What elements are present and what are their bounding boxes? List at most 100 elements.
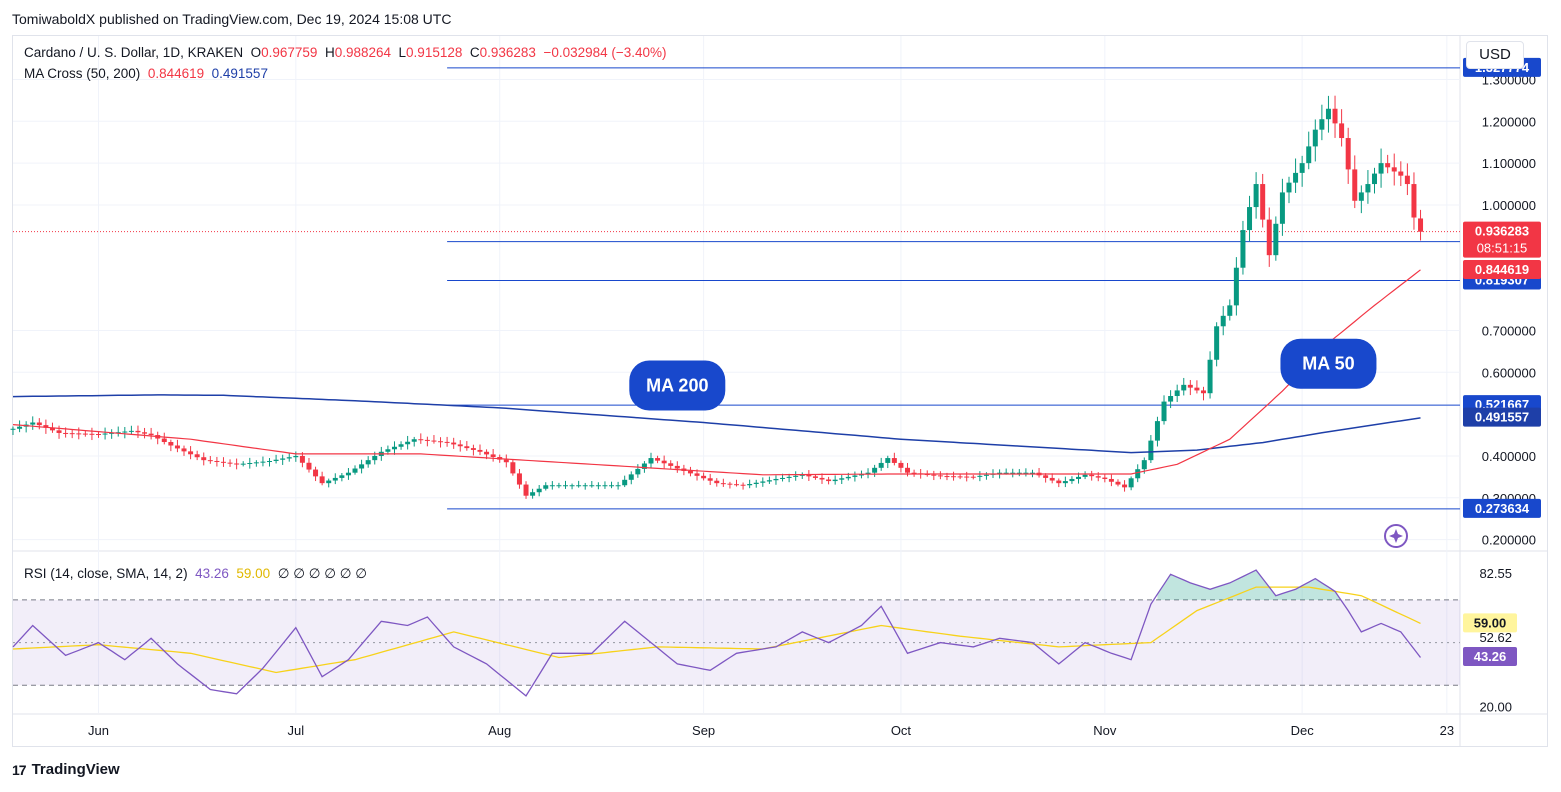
candle-body xyxy=(1148,440,1154,461)
candle-body xyxy=(747,483,753,486)
candle-body xyxy=(17,426,23,429)
candle-body xyxy=(819,477,825,480)
candle-body xyxy=(609,485,615,487)
candle-body xyxy=(306,462,312,470)
candle-body xyxy=(944,476,950,478)
candle-body xyxy=(595,485,601,487)
candle-body xyxy=(359,464,365,469)
candle-body xyxy=(102,433,108,435)
candle-body xyxy=(1023,472,1029,474)
candle-body xyxy=(1043,475,1049,478)
candle-body xyxy=(1365,184,1371,193)
candle-body xyxy=(1181,384,1187,391)
tradingview-logo[interactable]: 17 TradingView xyxy=(12,761,120,778)
candle-body xyxy=(516,473,522,485)
candle-body xyxy=(1306,146,1312,164)
candle-body xyxy=(1174,390,1180,397)
candle-body xyxy=(1352,169,1358,201)
candle-body xyxy=(589,485,595,487)
candle-body xyxy=(865,472,871,475)
candle-body xyxy=(905,467,911,473)
candle-body xyxy=(332,477,338,481)
candle-body xyxy=(793,475,799,477)
candle-body xyxy=(181,448,187,452)
candle-body xyxy=(872,467,878,473)
candle-body xyxy=(1062,481,1068,484)
candle-body xyxy=(267,460,273,462)
candle-body xyxy=(1128,478,1134,488)
candle-body xyxy=(352,468,358,473)
annotation-label: MA 200 xyxy=(646,375,708,395)
time-tick-label: Dec xyxy=(1291,723,1315,738)
annotation-bubble xyxy=(629,360,726,411)
candle-body xyxy=(1115,481,1121,485)
level-price-tag-bg xyxy=(1463,498,1541,518)
candle-body xyxy=(891,458,897,463)
candle-body xyxy=(148,433,154,436)
ma200-price-tag: 0.491557 xyxy=(1475,410,1529,425)
candle-body xyxy=(602,485,608,487)
candle-body xyxy=(674,465,680,469)
candle-body xyxy=(76,433,82,435)
candle-body xyxy=(668,463,674,466)
candle-body xyxy=(523,484,529,496)
candle-body xyxy=(1003,472,1009,474)
candle-body xyxy=(734,484,739,486)
candle-body xyxy=(411,439,417,442)
candle-body xyxy=(687,470,693,474)
candle-body xyxy=(503,459,509,463)
rsi-value-tag-bg xyxy=(1463,646,1517,666)
candle-body xyxy=(569,485,575,487)
time-tick-label: Nov xyxy=(1093,723,1117,738)
currency-button[interactable]: USD xyxy=(1466,41,1524,69)
candle-body xyxy=(142,432,148,434)
candle-body xyxy=(556,485,562,487)
candle-body xyxy=(188,451,194,455)
rsi-header[interactable]: RSI (14, close, SMA, 14, 2) 43.26 59.00 … xyxy=(24,566,367,582)
change-value: −0.032984 (−3.40%) xyxy=(543,45,667,60)
ma200-value: 0.491557 xyxy=(211,66,268,81)
time-tick-label: Aug xyxy=(488,723,511,738)
candle-body xyxy=(1391,167,1397,172)
candle-body xyxy=(845,476,851,479)
candle-body xyxy=(839,478,845,480)
candle-body xyxy=(773,478,779,481)
price-tick-label: 1.000000 xyxy=(1482,198,1536,213)
candle-body xyxy=(10,428,16,430)
candle-body xyxy=(1161,401,1167,422)
tradingview-brand: TradingView xyxy=(31,761,120,778)
candle-body xyxy=(530,492,536,496)
candle-body xyxy=(457,444,463,447)
candle-body xyxy=(760,481,766,483)
candle-body xyxy=(799,474,805,476)
candle-body xyxy=(997,472,1003,474)
ma50-value: 0.844619 xyxy=(147,66,205,81)
candle-body xyxy=(293,455,299,458)
symbol-title[interactable]: Cardano / U. S. Dollar, 1D, KRAKEN xyxy=(24,45,244,60)
rsi-empty-values: ∅ ∅ ∅ ∅ ∅ ∅ xyxy=(277,566,368,581)
candle-body xyxy=(812,476,818,478)
candle-body xyxy=(214,460,220,462)
price-tick-label: 0.400000 xyxy=(1482,449,1536,464)
candle-body xyxy=(1102,477,1108,479)
candle-body xyxy=(438,441,444,443)
candle-body xyxy=(56,430,62,433)
candle-body xyxy=(1200,390,1206,394)
candle-body xyxy=(582,485,588,487)
candle-body xyxy=(36,422,42,426)
ma-cross-header[interactable]: MA Cross (50, 200) 0.844619 0.491557 xyxy=(24,66,268,81)
price-tick-label: 0.700000 xyxy=(1482,323,1536,338)
candle-body xyxy=(1010,472,1016,474)
candle-body xyxy=(339,475,345,478)
candle-body xyxy=(898,462,904,468)
candle-body xyxy=(220,461,226,463)
candle-body xyxy=(398,444,404,447)
candle-body xyxy=(1385,163,1391,168)
level-price-tag: 0.273634 xyxy=(1475,501,1530,516)
candle-body xyxy=(951,476,957,478)
ma-cross-label: MA Cross (50, 200) xyxy=(24,66,141,81)
ma50-price-tag: 0.844619 xyxy=(1475,262,1529,277)
candle-body xyxy=(240,463,246,465)
candle-body xyxy=(1279,192,1285,224)
